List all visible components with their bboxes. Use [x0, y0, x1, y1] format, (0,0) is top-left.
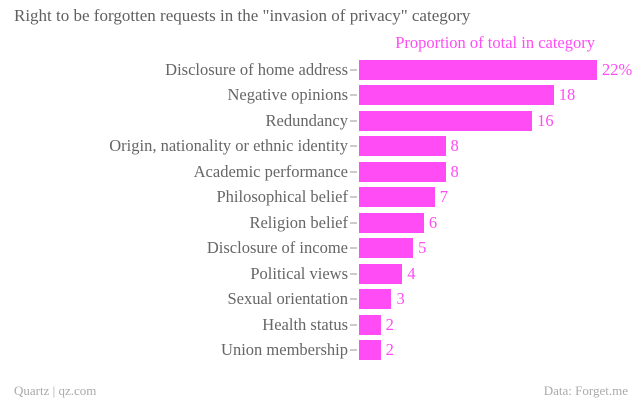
tick-mark — [350, 170, 357, 173]
bar-row: Disclosure of income 5 — [14, 236, 640, 262]
tick-mark — [350, 349, 357, 352]
tick-mark — [350, 196, 357, 199]
value-label: 4 — [407, 263, 416, 283]
bar — [359, 314, 381, 335]
bar-row: Academic performance 8 — [14, 159, 640, 185]
category-label: Religion belief — [249, 212, 348, 232]
category-label: Disclosure of income — [206, 238, 348, 257]
bar-row: Origin, nationality or ethnic identity 8 — [14, 134, 640, 160]
bar-row: Disclosure of home address 22% — [14, 57, 640, 83]
tick-mark — [350, 145, 357, 148]
value-label: 8 — [450, 161, 459, 181]
value-label: 3 — [396, 289, 405, 308]
tick-mark — [350, 68, 357, 71]
tick-mark — [350, 247, 357, 250]
bar-row: Sexual orientation 3 — [14, 287, 640, 313]
bar — [359, 263, 403, 284]
tick-mark — [350, 298, 357, 301]
tick-mark — [350, 272, 357, 275]
bar — [359, 85, 554, 106]
category-label: Academic performance — [193, 161, 348, 181]
bar-row: Religion belief 6 — [14, 210, 640, 236]
category-label: Redundancy — [265, 110, 348, 130]
source-attribution: Quartz | qz.com — [14, 383, 97, 398]
bar — [359, 110, 533, 131]
bar — [359, 187, 435, 208]
bar-row: Philosophical belief 7 — [14, 185, 640, 211]
category-label: Union membership — [221, 340, 348, 359]
value-label: 2 — [385, 340, 394, 359]
bar — [359, 340, 381, 361]
category-label: Health status — [262, 314, 348, 334]
tick-mark — [350, 323, 357, 326]
value-label: 22% — [602, 59, 633, 79]
bar-row: Political views 4 — [14, 261, 640, 287]
category-label: Sexual orientation — [227, 289, 348, 308]
value-label: 8 — [450, 136, 459, 155]
bar-row: Health status 2 — [14, 312, 640, 338]
data-credit: Data: Forget.me — [543, 383, 628, 398]
bar — [359, 212, 424, 233]
bar-rows: Disclosure of home address 22% Negative op… — [14, 57, 640, 363]
value-label: 7 — [439, 187, 448, 206]
bar-row: Redundancy 16 — [14, 108, 640, 134]
category-label: Political views — [250, 263, 348, 283]
value-label: 18 — [558, 85, 576, 104]
value-label: 6 — [428, 212, 438, 232]
tick-mark — [350, 119, 357, 122]
tick-mark — [350, 221, 357, 224]
bar — [359, 136, 446, 157]
category-label: Negative opinions — [227, 85, 348, 104]
category-label: Philosophical belief — [216, 187, 348, 206]
chart-title: Right to be forgotten requests in the "i… — [14, 6, 471, 25]
category-label: Origin, nationality or ethnic identity — [109, 136, 348, 155]
bar-row: Negative opinions 18 — [14, 83, 640, 109]
bar — [359, 238, 414, 259]
value-label: 2 — [385, 314, 394, 334]
value-label: 5 — [418, 238, 427, 257]
bar — [359, 161, 446, 182]
legend-label: Proportion of total in category — [395, 33, 595, 52]
tick-mark — [350, 94, 357, 97]
bar — [359, 289, 392, 310]
category-label: Disclosure of home address — [165, 59, 348, 79]
bar-row: Union membership 2 — [14, 338, 640, 364]
value-label: 16 — [537, 110, 554, 130]
bar — [359, 59, 598, 80]
